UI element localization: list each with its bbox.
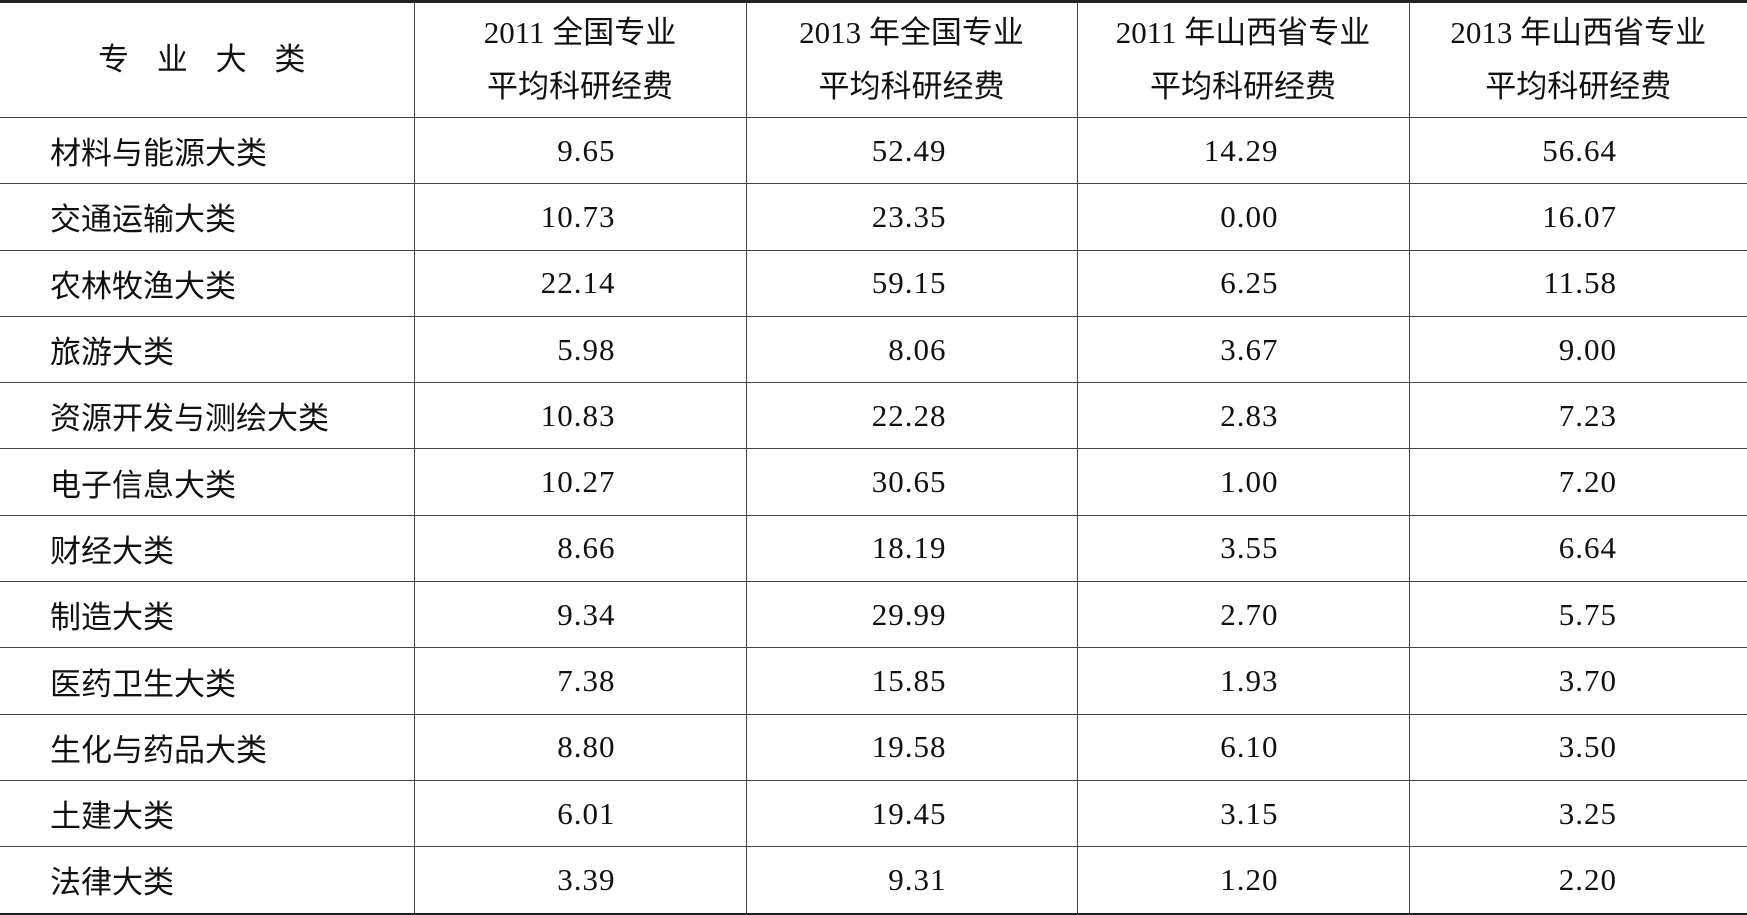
row-label: 财经大类: [0, 515, 414, 581]
header-cell: 2013 年山西省专业平均科研经费: [1409, 2, 1747, 118]
row-label: 电子信息大类: [0, 449, 414, 515]
cell-value: 59.15: [746, 250, 1077, 316]
header-text: 平均科研经费: [1410, 60, 1747, 114]
cell-value: 3.50: [1409, 714, 1747, 780]
header-text: 2013 年全国专业: [747, 6, 1077, 60]
cell-value: 22.28: [746, 383, 1077, 449]
cell-value: 8.80: [414, 714, 746, 780]
row-label: 生化与药品大类: [0, 714, 414, 780]
row-label: 材料与能源大类: [0, 118, 414, 184]
cell-value: 9.34: [414, 582, 746, 648]
cell-value: 18.19: [746, 515, 1077, 581]
cell-value: 2.20: [1409, 847, 1747, 914]
cell-value: 1.00: [1077, 449, 1409, 515]
cell-value: 3.39: [414, 847, 746, 914]
cell-value: 8.06: [746, 316, 1077, 382]
cell-value: 10.27: [414, 449, 746, 515]
header-cell: 2013 年全国专业平均科研经费: [746, 2, 1077, 118]
row-label: 土建大类: [0, 780, 414, 846]
header-text: 平均科研经费: [415, 60, 746, 114]
header-text: 2011 全国专业: [415, 6, 746, 60]
row-label: 旅游大类: [0, 316, 414, 382]
cell-value: 7.20: [1409, 449, 1747, 515]
cell-value: 7.38: [414, 648, 746, 714]
cell-value: 9.31: [746, 847, 1077, 914]
header-text: 专 业 大 类: [0, 33, 414, 87]
header-cell: 2011 年山西省专业平均科研经费: [1077, 2, 1409, 118]
cell-value: 16.07: [1409, 184, 1747, 250]
header-cell: 专 业 大 类: [0, 2, 414, 118]
cell-value: 3.25: [1409, 780, 1747, 846]
cell-value: 1.93: [1077, 648, 1409, 714]
header-cell: 2011 全国专业平均科研经费: [414, 2, 746, 118]
header-text: 2013 年山西省专业: [1410, 6, 1747, 60]
cell-value: 3.15: [1077, 780, 1409, 846]
cell-value: 8.66: [414, 515, 746, 581]
cell-value: 10.83: [414, 383, 746, 449]
cell-value: 22.14: [414, 250, 746, 316]
cell-value: 3.67: [1077, 316, 1409, 382]
header-text: 平均科研经费: [747, 60, 1077, 114]
cell-value: 10.73: [414, 184, 746, 250]
cell-value: 0.00: [1077, 184, 1409, 250]
cell-value: 19.45: [746, 780, 1077, 846]
header-text: 平均科研经费: [1078, 60, 1409, 114]
cell-value: 52.49: [746, 118, 1077, 184]
row-label: 农林牧渔大类: [0, 250, 414, 316]
cell-value: 9.00: [1409, 316, 1747, 382]
cell-value: 6.64: [1409, 515, 1747, 581]
cell-value: 6.01: [414, 780, 746, 846]
cell-value: 3.55: [1077, 515, 1409, 581]
cell-value: 29.99: [746, 582, 1077, 648]
cell-value: 14.29: [1077, 118, 1409, 184]
row-label: 法律大类: [0, 847, 414, 914]
cell-value: 30.65: [746, 449, 1077, 515]
header-text: 2011 年山西省专业: [1078, 6, 1409, 60]
cell-value: 11.58: [1409, 250, 1747, 316]
cell-value: 9.65: [414, 118, 746, 184]
cell-value: 1.20: [1077, 847, 1409, 914]
cell-value: 6.10: [1077, 714, 1409, 780]
cell-value: 7.23: [1409, 383, 1747, 449]
cell-value: 19.58: [746, 714, 1077, 780]
cell-value: 6.25: [1077, 250, 1409, 316]
cell-value: 5.75: [1409, 582, 1747, 648]
cell-value: 15.85: [746, 648, 1077, 714]
row-label: 交通运输大类: [0, 184, 414, 250]
cell-value: 23.35: [746, 184, 1077, 250]
cell-value: 5.98: [414, 316, 746, 382]
row-label: 制造大类: [0, 582, 414, 648]
cell-value: 2.83: [1077, 383, 1409, 449]
row-label: 资源开发与测绘大类: [0, 383, 414, 449]
cell-value: 56.64: [1409, 118, 1747, 184]
row-label: 医药卫生大类: [0, 648, 414, 714]
cell-value: 3.70: [1409, 648, 1747, 714]
cell-value: 2.70: [1077, 582, 1409, 648]
